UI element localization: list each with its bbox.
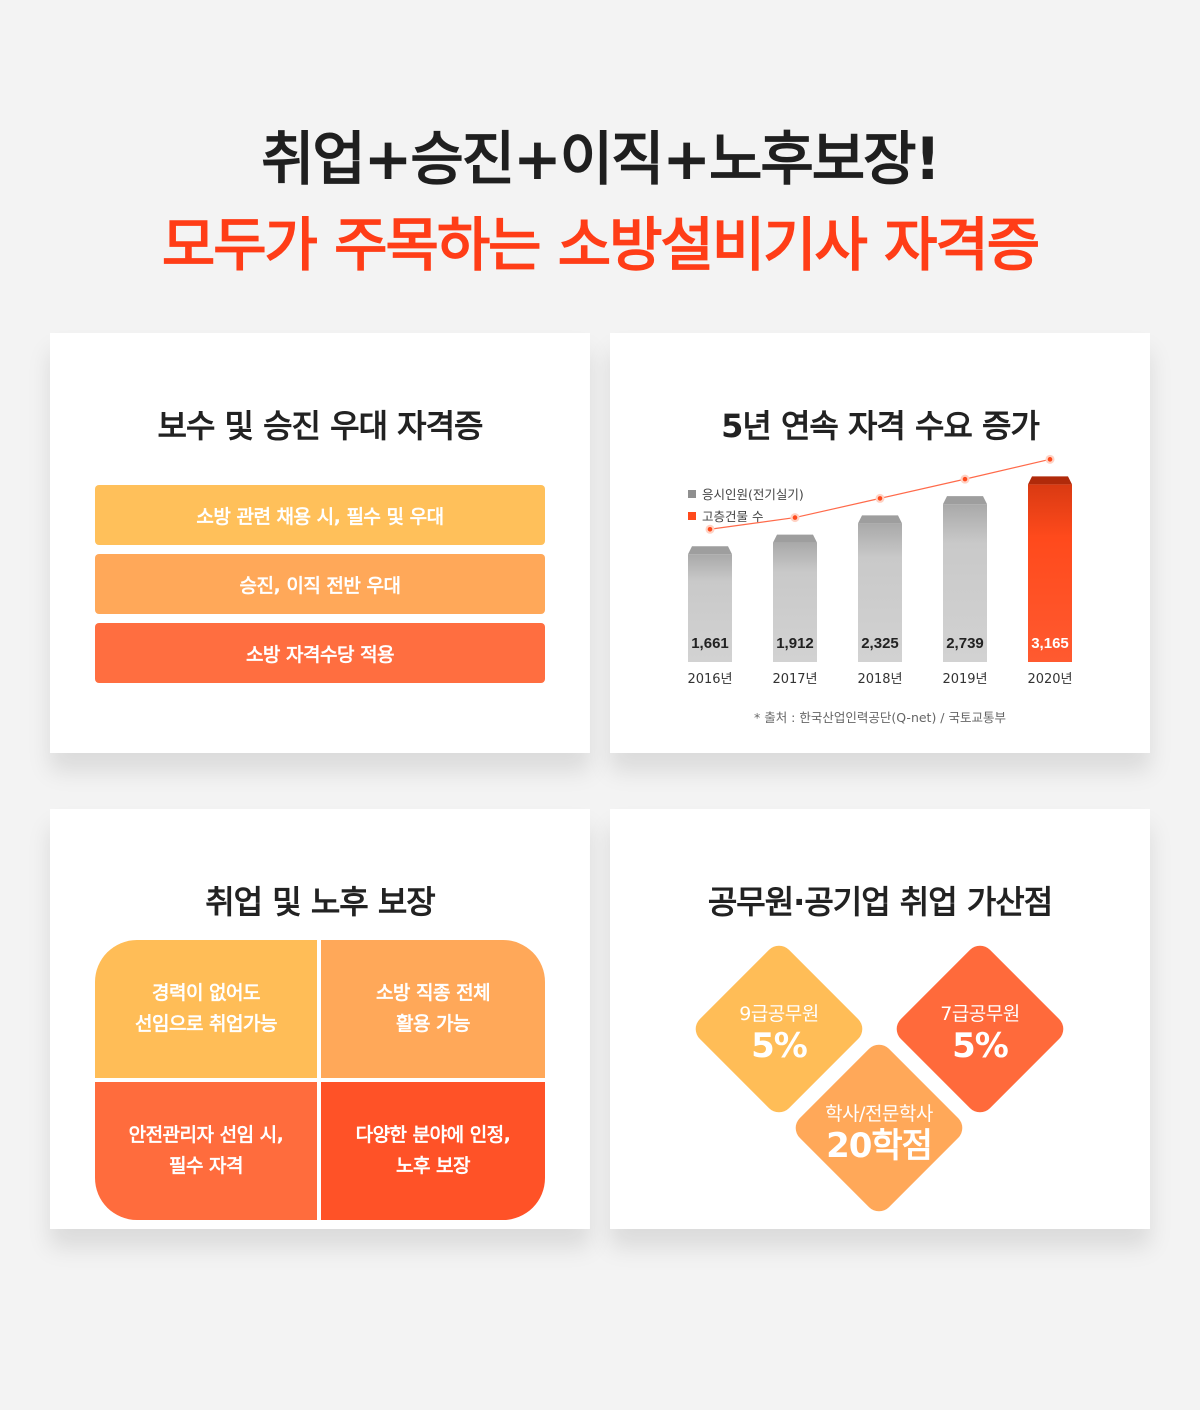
- chart-point: [1047, 457, 1053, 462]
- card-bonus-points: 공무원·공기업 취업 가산점 9급공무원 5% 7급공무원 5% 학사/전문학사…: [610, 809, 1150, 1229]
- benefit-row-3: 소방 자격수당 적용: [95, 623, 545, 683]
- chart-category-label: 2016년: [687, 672, 732, 687]
- diamond-label: 9급공무원: [739, 1003, 819, 1025]
- chart-bar: [773, 542, 817, 662]
- chart-bar-cap: [773, 534, 817, 543]
- legend-swatch-gray: [688, 489, 696, 498]
- benefit-row-1: 소방 관련 채용 시, 필수 및 우대: [95, 485, 545, 545]
- chart-bar-cap: [688, 546, 732, 555]
- chart-bar: [1028, 484, 1072, 662]
- chart-value-label: 3,165: [1031, 635, 1069, 652]
- chart-point: [962, 476, 968, 482]
- chart-category-label: 2017년: [772, 672, 817, 687]
- legend-item-applicants: 응시인원(전기실기): [688, 484, 804, 503]
- chart-bar: [943, 504, 987, 662]
- chart-point: [792, 515, 798, 520]
- headline-line2: 모두가 주목하는 소방설비기사 자격증: [161, 211, 1040, 279]
- cell-text: 필수 자격: [168, 1155, 244, 1177]
- legend-item-buildings: 고층건물 수: [688, 506, 763, 525]
- diamond-label: 학사/전문학사: [825, 1103, 933, 1125]
- cell-text: 노후 보장: [395, 1155, 471, 1177]
- chart-value-label: 2,325: [861, 635, 899, 652]
- benefit-row-2: 승진, 이직 전반 우대: [95, 554, 545, 614]
- legend-label: 고층건물 수: [702, 509, 764, 524]
- diamond-degree-text: 학사/전문학사 20학점: [789, 1099, 969, 1166]
- chart-point: [877, 496, 883, 501]
- chart-bar-cap: [858, 515, 902, 524]
- diamond-grade9-text: 9급공무원 5%: [689, 999, 869, 1066]
- chart-value-label: 1,661: [691, 635, 729, 652]
- chart-value-label: 1,912: [776, 635, 814, 652]
- cell-text: 활용 가능: [395, 1013, 471, 1035]
- headline-line1: 취업+승진+이직+노후보장!: [261, 125, 941, 193]
- chart-value-label: 2,739: [946, 635, 984, 652]
- card-demand-chart: 5년 연속 자격 수요 증가 응시인원(전기실기) 고층건물 수 1,661 20…: [610, 333, 1150, 753]
- grid-cell-4: 다양한 분야에 인정, 노후 보장: [321, 1082, 545, 1220]
- card-title: 보수 및 승진 우대 자격증: [157, 407, 484, 445]
- diamond-value: 5%: [952, 1026, 1009, 1066]
- cell-text: 다양한 분야에 인정,: [355, 1124, 511, 1146]
- chart-bar-cap: [943, 496, 987, 505]
- chart-category-label: 2018년: [857, 672, 902, 687]
- chart-bar-cap: [1028, 476, 1072, 485]
- cell-text: 선임으로 취업가능: [135, 1013, 277, 1035]
- chart-bar: [858, 523, 902, 662]
- legend-swatch-red: [688, 511, 696, 520]
- cell-text: 경력이 없어도: [152, 982, 260, 1004]
- chart-category-label: 2020년: [1027, 672, 1072, 687]
- legend-label: 응시인원(전기실기): [702, 487, 804, 502]
- cell-text: 안전관리자 선임 시,: [128, 1124, 284, 1146]
- diamond-value: 5%: [751, 1026, 808, 1066]
- chart-source: * 출처 : 한국산업인력공단(Q-net) / 국토교통부: [753, 710, 1006, 725]
- chart-bar: [688, 554, 732, 662]
- diamond-label: 7급공무원: [940, 1003, 1020, 1025]
- chart-category-label: 2019년: [942, 672, 987, 687]
- bar-chart: 1,661 2016년 1,912 2017년 2,325 2018년 2,739 2019년…: [687, 454, 1073, 687]
- grid-cell-3: 안전관리자 선임 시, 필수 자격: [95, 1082, 317, 1220]
- cell-text: 소방 직종 전체: [375, 982, 491, 1004]
- diamond-grade7-text: 7급공무원 5%: [890, 999, 1070, 1066]
- card-title: 5년 연속 자격 수요 증가: [721, 407, 1040, 445]
- chart-point: [707, 526, 713, 532]
- card-salary-promotion: 보수 및 승진 우대 자격증 소방 관련 채용 시, 필수 및 우대 승진, 이…: [50, 333, 590, 753]
- card-title: 공무원·공기업 취업 가산점: [707, 883, 1053, 921]
- card-title: 취업 및 노후 보장: [205, 883, 436, 921]
- diamond-value: 20학점: [826, 1126, 933, 1166]
